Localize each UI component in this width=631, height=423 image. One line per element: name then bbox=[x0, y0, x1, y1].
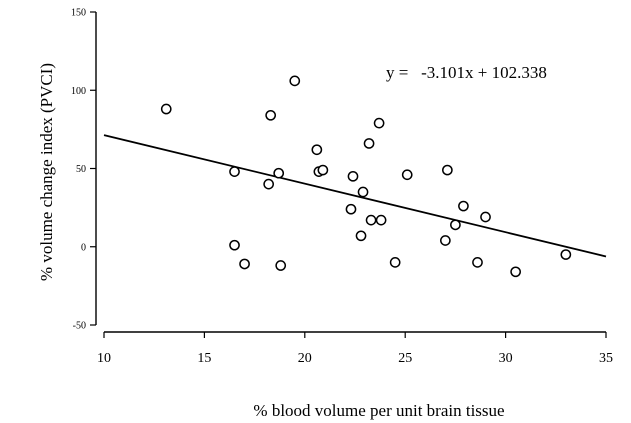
data-point bbox=[373, 117, 385, 129]
x-tick-label: 25 bbox=[398, 351, 412, 366]
y-tick-label: 50 bbox=[76, 164, 86, 175]
data-point bbox=[560, 249, 572, 260]
y-tick-label: 100 bbox=[71, 86, 86, 97]
points-layer bbox=[160, 75, 572, 278]
regression-line bbox=[103, 134, 607, 258]
x-tick-label: 10 bbox=[97, 351, 111, 366]
data-point bbox=[365, 214, 377, 226]
data-point bbox=[273, 167, 285, 179]
y-tick-label: -50 bbox=[73, 321, 86, 332]
regression-layer bbox=[103, 134, 607, 258]
data-point bbox=[317, 164, 329, 176]
data-point bbox=[450, 219, 461, 231]
data-point bbox=[375, 214, 387, 226]
x-tick-label: 35 bbox=[599, 351, 613, 366]
data-point bbox=[265, 109, 277, 121]
data-point bbox=[229, 166, 240, 177]
data-point bbox=[345, 203, 357, 215]
data-point bbox=[357, 186, 369, 198]
data-point bbox=[442, 164, 453, 176]
x-tick-label: 20 bbox=[298, 351, 312, 366]
x-axis-title: % blood volume per unit brain tissue bbox=[253, 401, 504, 420]
data-point bbox=[440, 235, 451, 246]
y-tick-label: 0 bbox=[81, 242, 86, 253]
data-point bbox=[458, 200, 469, 212]
ticks: 10 15 20 25 30 35 -50 0 50 100 150 bbox=[71, 8, 613, 367]
data-point bbox=[275, 260, 287, 271]
data-point bbox=[239, 258, 250, 270]
data-point bbox=[347, 170, 359, 182]
data-point bbox=[263, 178, 275, 190]
data-point bbox=[311, 144, 323, 156]
data-point bbox=[401, 169, 413, 181]
data-point bbox=[160, 103, 172, 115]
data-point bbox=[480, 211, 491, 223]
x-tick-label: 15 bbox=[197, 351, 211, 366]
regression-equation: y = -3.101x + 102.338 bbox=[386, 63, 547, 82]
data-point bbox=[229, 239, 240, 251]
data-point bbox=[389, 257, 401, 268]
y-axis-title: % volume change index (PVCI) bbox=[37, 63, 56, 281]
data-point bbox=[289, 75, 301, 87]
x-tick-label: 30 bbox=[499, 351, 513, 366]
data-point bbox=[363, 138, 375, 149]
data-point bbox=[355, 230, 367, 242]
y-tick-label: 150 bbox=[71, 8, 86, 19]
data-point bbox=[472, 257, 483, 268]
data-point bbox=[510, 266, 521, 278]
